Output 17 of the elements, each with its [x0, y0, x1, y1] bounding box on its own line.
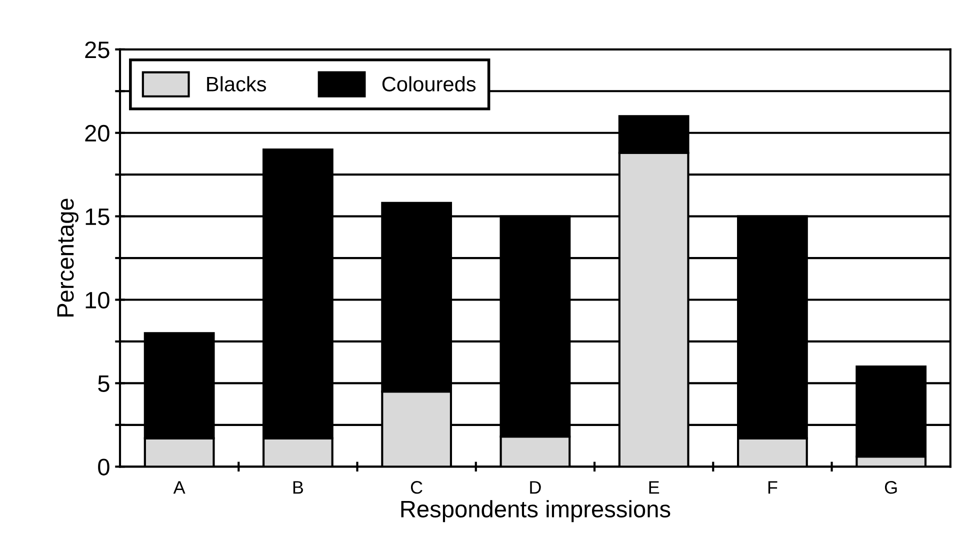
x-tick-label: D	[530, 481, 541, 494]
x-tick-label: E	[649, 481, 660, 494]
legend-label: Coloureds	[382, 76, 476, 92]
x-tick-label: C	[410, 481, 422, 494]
x-tick-label: G	[884, 481, 897, 494]
y-tick-label: 25	[85, 41, 110, 58]
x-tick-label: B	[293, 481, 304, 494]
x-tick-label: A	[173, 481, 186, 494]
legend-label: Blacks	[207, 76, 266, 92]
x-axis-title: Respondents impressions	[401, 500, 670, 522]
y-axis-title: Percentage	[57, 198, 78, 316]
y-tick-label: 10	[86, 292, 110, 309]
x-tick-label: F	[768, 481, 778, 494]
y-tick-label: 15	[86, 208, 110, 226]
y-tick-label: 20	[85, 124, 110, 142]
y-tick-label: 0	[98, 458, 110, 476]
y-tick-label: 5	[98, 376, 110, 392]
